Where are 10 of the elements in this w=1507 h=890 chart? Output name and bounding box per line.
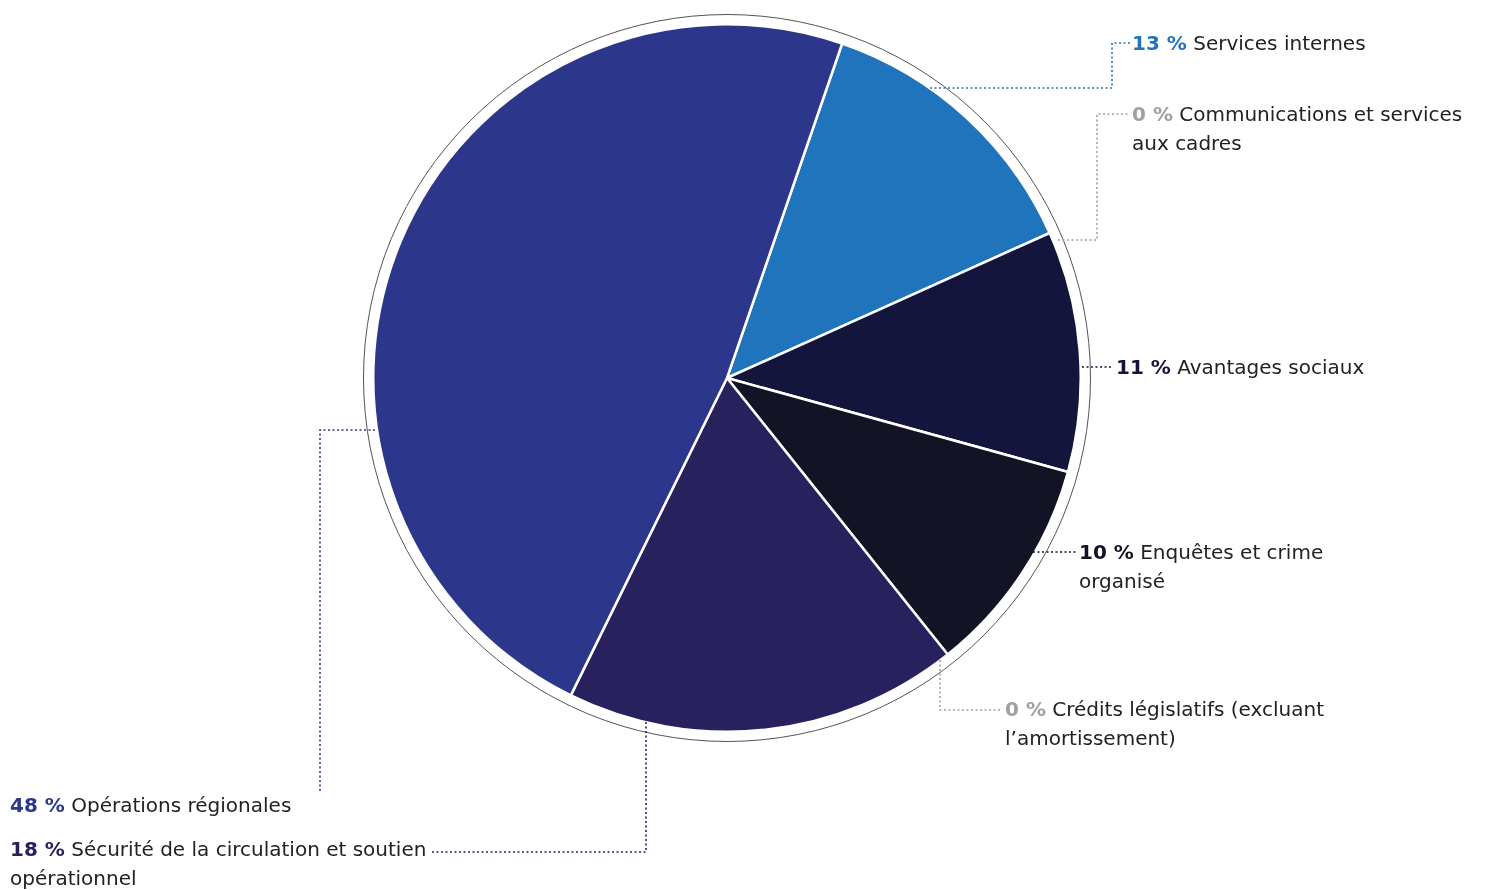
slice-label: Avantages sociaux bbox=[1177, 355, 1365, 379]
data-label: 18 % bbox=[10, 837, 65, 861]
text: 0 % bbox=[1005, 697, 1046, 721]
slice-label: Opérations régionales bbox=[71, 793, 292, 817]
data-label: 11 % bbox=[1116, 355, 1171, 379]
data-label: 48 % bbox=[10, 793, 65, 817]
data-label: 13 % bbox=[1132, 31, 1187, 55]
text: 0 % bbox=[1132, 102, 1173, 126]
data-label: 10 % bbox=[1079, 540, 1134, 564]
slice-label: Services internes bbox=[1193, 31, 1366, 55]
